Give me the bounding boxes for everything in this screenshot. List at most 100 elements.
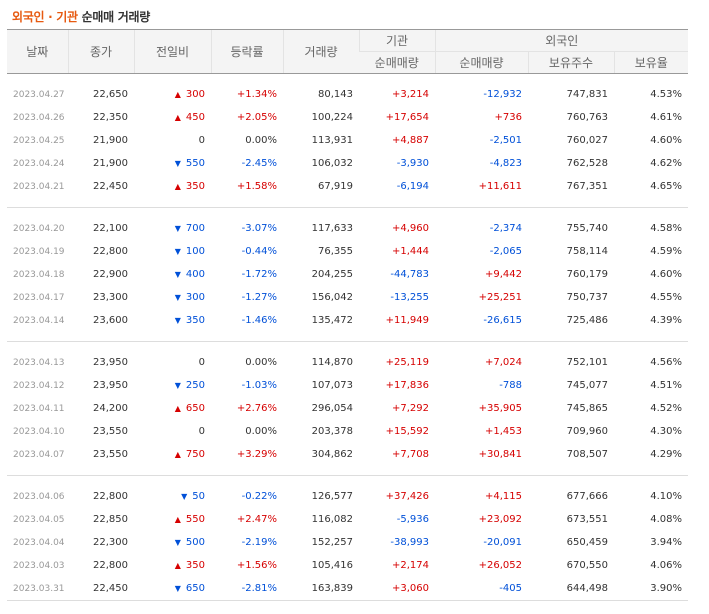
cell-foreign-hold: 750,737: [566, 292, 608, 303]
cell-rate: -0.22%: [241, 491, 277, 502]
cell-foreign-ratio: 4.53%: [650, 89, 683, 100]
cell-volume: 80,143: [318, 89, 353, 100]
table-row: 2023.04.20 22,100 ▼ 700 -3.07% 117,633 +4,960 -…: [7, 217, 688, 240]
cell-close: 21,900: [93, 158, 128, 169]
cell-foreign-hold: 673,551: [566, 514, 608, 525]
cell-date: 2023.04.11: [13, 403, 65, 414]
up-triangle-icon: ▲: [174, 515, 181, 524]
down-triangle-icon: ▼: [174, 247, 181, 256]
cell-inst-net: +17,836: [385, 380, 429, 391]
cell-foreign-net: +7,024: [484, 357, 522, 368]
cell-rate: 0.00%: [245, 426, 277, 437]
cell-date: 2023.03.31: [13, 583, 65, 594]
cell-date: 2023.04.05: [13, 514, 65, 525]
cell-volume: 114,870: [311, 357, 353, 368]
cell-foreign-hold: 767,351: [566, 181, 608, 192]
up-triangle-icon: ▲: [174, 90, 181, 99]
col-header-foreign-net: 순매매량: [434, 51, 528, 74]
cell-foreign-ratio: 4.56%: [650, 357, 683, 368]
cell-change-value: 500: [185, 537, 205, 548]
cell-foreign-ratio: 4.39%: [650, 315, 683, 326]
col-header-foreign-ratio: 보유율: [613, 51, 689, 74]
cell-change: ▼ 100: [134, 240, 211, 263]
cell-close: 22,450: [93, 181, 128, 192]
cell-foreign-ratio: 4.51%: [650, 380, 683, 391]
cell-date: 2023.04.12: [13, 380, 65, 391]
cell-volume: 203,378: [311, 426, 353, 437]
cell-foreign-ratio: 4.52%: [650, 403, 683, 414]
cell-change-value: 0: [198, 135, 205, 146]
cell-inst-net: +2,174: [391, 560, 429, 571]
cell-inst-net: -44,783: [390, 269, 429, 280]
up-triangle-icon: ▲: [174, 450, 181, 459]
cell-change-value: 650: [185, 403, 205, 414]
cell-inst-net: +17,654: [385, 112, 429, 123]
cell-rate: -2.45%: [241, 158, 277, 169]
cell-inst-net: +7,292: [391, 403, 429, 414]
cell-foreign-hold: 725,486: [566, 315, 608, 326]
table-row: 2023.04.27 22,650 ▲ 300 +1.34% 80,143 +3,214 -1…: [7, 83, 688, 106]
cell-change: ▼ 500: [134, 531, 211, 554]
cell-rate: +2.47%: [236, 514, 277, 525]
cell-change-value: 100: [185, 246, 205, 257]
cell-close: 22,100: [93, 223, 128, 234]
cell-foreign-net: +9,442: [484, 269, 522, 280]
cell-volume: 67,919: [318, 181, 353, 192]
cell-rate: -1.46%: [241, 315, 277, 326]
table-row: 2023.04.07 23,550 ▲ 750 +3.29% 304,862 +7,708 +…: [7, 443, 688, 466]
down-triangle-icon: ▼: [174, 159, 181, 168]
cell-change-value: 550: [185, 514, 205, 525]
cell-change-value: 0: [198, 426, 205, 437]
cell-date: 2023.04.27: [13, 89, 65, 100]
cell-foreign-ratio: 4.60%: [650, 269, 683, 280]
cell-change: 0: [134, 129, 211, 152]
cell-change-value: 350: [185, 315, 205, 326]
cell-foreign-hold: 644,498: [566, 583, 608, 594]
down-triangle-icon: ▼: [174, 584, 181, 593]
cell-date: 2023.04.07: [13, 449, 65, 460]
cell-rate: +1.56%: [236, 560, 277, 571]
cell-rate: +2.76%: [236, 403, 277, 414]
cell-change-value: 650: [185, 583, 205, 594]
cell-volume: 304,862: [311, 449, 353, 460]
cell-change: ▼ 300: [134, 286, 211, 309]
cell-date: 2023.04.13: [13, 357, 65, 368]
cell-date: 2023.04.03: [13, 560, 65, 571]
cell-foreign-hold: 708,507: [566, 449, 608, 460]
cell-foreign-ratio: 4.62%: [650, 158, 683, 169]
cell-foreign-hold: 709,960: [566, 426, 608, 437]
cell-foreign-ratio: 3.94%: [650, 537, 683, 548]
cell-inst-net: +3,060: [391, 583, 429, 594]
cell-foreign-ratio: 4.60%: [650, 135, 683, 146]
cell-change-value: 450: [185, 112, 205, 123]
cell-change: ▲ 300: [134, 83, 211, 106]
cell-rate: -0.44%: [241, 246, 277, 257]
down-triangle-icon: ▼: [174, 316, 181, 325]
cell-rate: 0.00%: [245, 357, 277, 368]
cell-inst-net: +4,887: [391, 135, 429, 146]
cell-foreign-ratio: 4.10%: [650, 491, 683, 502]
col-header-foreign: 외국인: [434, 29, 689, 52]
title-net-trading-label: 순매매 거래량: [81, 10, 151, 24]
down-triangle-icon: ▼: [174, 293, 181, 302]
cell-close: 22,800: [93, 560, 128, 571]
table-row: 2023.04.21 22,450 ▲ 350 +1.58% 67,919 -6,194 +1…: [7, 175, 688, 198]
cell-volume: 76,355: [318, 246, 353, 257]
cell-volume: 106,032: [311, 158, 353, 169]
title-investor-label: 외국인 · 기관: [12, 10, 78, 24]
cell-foreign-net: -4,823: [489, 158, 522, 169]
cell-close: 23,300: [93, 292, 128, 303]
cell-change-value: 50: [192, 491, 205, 502]
cell-change-value: 300: [185, 292, 205, 303]
cell-volume: 135,472: [311, 315, 353, 326]
table-row: 2023.04.26 22,350 ▲ 450 +2.05% 100,224 +17,654…: [7, 106, 688, 129]
cell-date: 2023.04.17: [13, 292, 65, 303]
cell-volume: 107,073: [311, 380, 353, 391]
col-header-volume: 거래량: [282, 29, 359, 74]
up-triangle-icon: ▲: [174, 113, 181, 122]
cell-inst-net: +3,214: [391, 89, 429, 100]
cell-change: ▲ 550: [134, 508, 211, 531]
table-row: 2023.04.10 23,550 0 0.00% 203,378 +15,592 +1,4…: [7, 420, 688, 443]
cell-foreign-net: +25,251: [478, 292, 522, 303]
cell-foreign-ratio: 4.06%: [650, 560, 683, 571]
